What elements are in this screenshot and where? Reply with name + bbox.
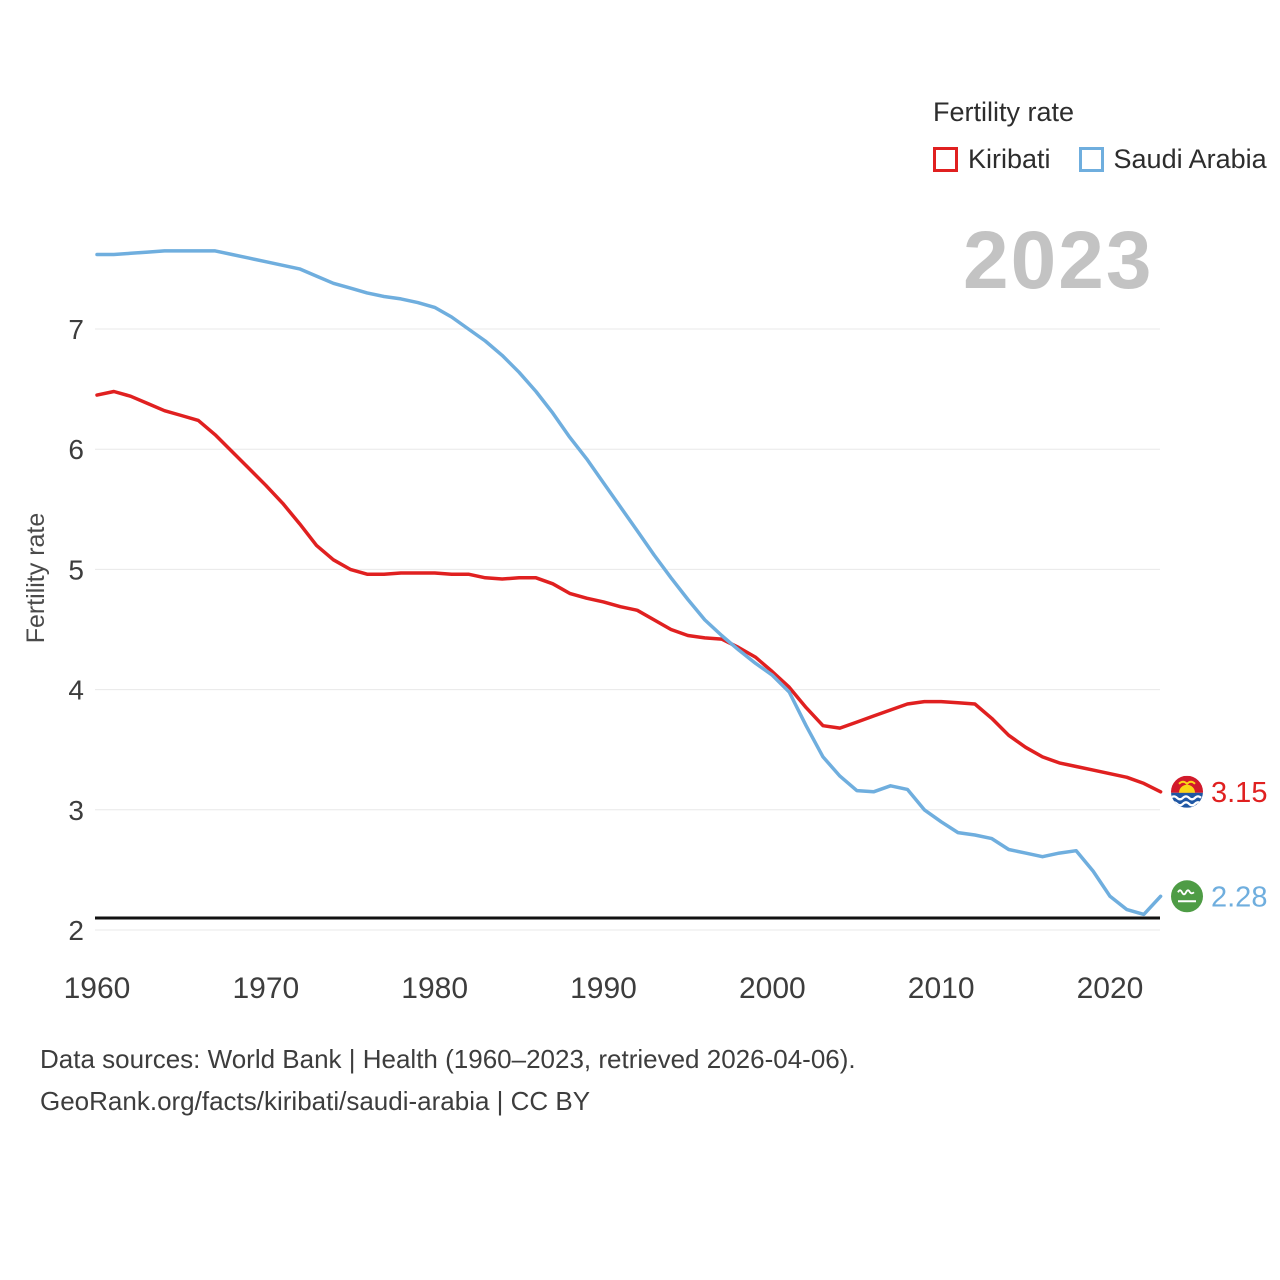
y-tick-label: 6 — [68, 434, 84, 465]
kiribati-swatch-icon — [933, 147, 958, 172]
year-watermark: 2023 — [963, 215, 1154, 306]
series-lines — [95, 249, 1163, 920]
y-tick-label: 4 — [68, 675, 84, 706]
attribution-line: GeoRank.org/facts/kiribati/saudi-arabia … — [40, 1086, 591, 1116]
legend-label-kiribati: Kiribati — [968, 144, 1051, 174]
x-tick-label: 1970 — [232, 972, 299, 1005]
saudi-arabia-end-value: 2.28 — [1211, 881, 1267, 913]
x-tick-label: 2020 — [1077, 972, 1144, 1005]
saudi-arabia-flag-icon — [1171, 880, 1203, 913]
legend-item-saudi-arabia[interactable]: Saudi Arabia — [1078, 144, 1267, 175]
x-tick-label: 1960 — [64, 972, 131, 1005]
legend-label-saudi-arabia: Saudi Arabia — [1113, 144, 1267, 174]
kiribati-flag-icon — [1171, 775, 1203, 808]
series-line-kiribati — [95, 389, 1163, 794]
x-tick-label: 2000 — [739, 972, 806, 1005]
y-tick-label: 3 — [68, 795, 84, 826]
x-tick-label: 2010 — [908, 972, 975, 1005]
kiribati-end-value: 3.15 — [1211, 777, 1267, 809]
gridlines — [95, 328, 1160, 931]
x-tick-label: 1990 — [570, 972, 637, 1005]
data-sources-line: Data sources: World Bank | Health (1960–… — [40, 1044, 856, 1074]
y-tick-label: 7 — [68, 314, 84, 345]
legend: Fertility rate Kiribati Saudi Arabia — [933, 97, 1267, 175]
series-line-saudi-arabia — [95, 249, 1163, 917]
footer: Data sources: World Bank | Health (1960–… — [40, 1038, 856, 1122]
saudi-arabia-swatch-icon — [1078, 147, 1104, 172]
legend-items: Kiribati Saudi Arabia — [933, 144, 1267, 175]
y-tick-label: 5 — [68, 554, 84, 585]
x-tick-label: 1980 — [401, 972, 468, 1005]
y-tick-label: 2 — [68, 915, 84, 946]
axis-ticks: 2 3 4 5 6 7 1960 1970 1980 1990 2000 2010 2020 — [64, 314, 1144, 1005]
legend-item-kiribati[interactable]: Kiribati — [933, 144, 1051, 175]
saudi-arabia-end-marker: 2.28 — [1171, 880, 1267, 913]
kiribati-end-marker: 3.15 — [1171, 775, 1267, 809]
legend-title: Fertility rate — [933, 97, 1075, 127]
y-axis-title: Fertility rate — [22, 513, 50, 644]
